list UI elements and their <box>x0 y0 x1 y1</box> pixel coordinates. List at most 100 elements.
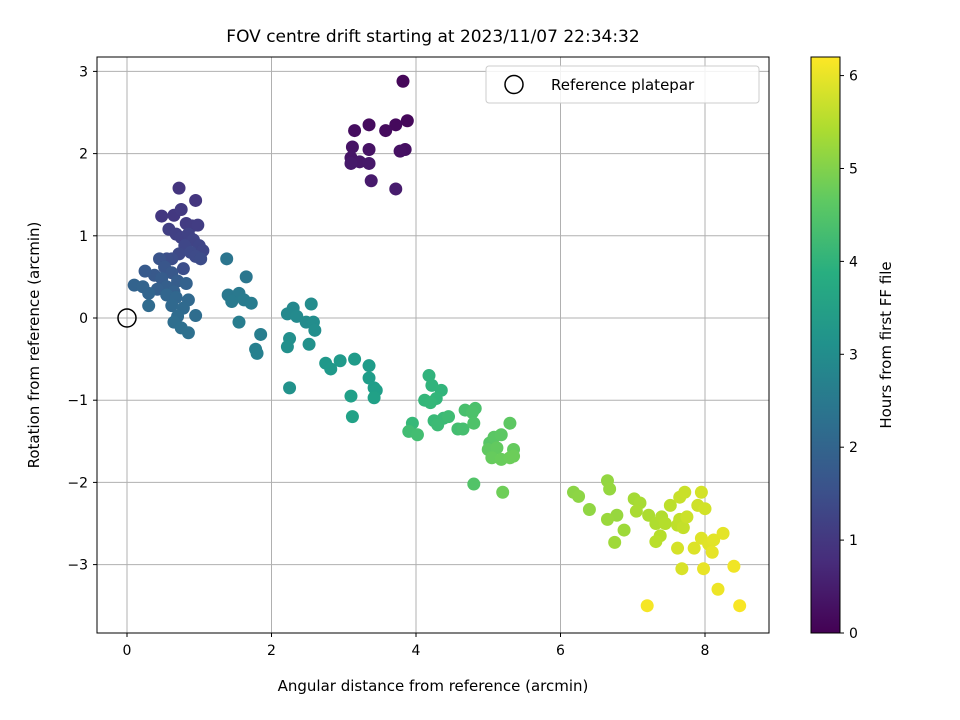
data-point <box>344 389 358 403</box>
data-point <box>364 174 378 188</box>
x-tick-label: 2 <box>267 643 276 659</box>
chart-title: FOV centre drift starting at 2023/11/07 … <box>226 27 639 47</box>
data-point <box>680 510 694 524</box>
data-point <box>494 428 508 442</box>
data-point <box>687 541 701 555</box>
data-point <box>716 526 730 540</box>
data-point <box>467 477 481 491</box>
data-point <box>465 406 479 420</box>
data-point <box>220 252 234 266</box>
data-point <box>308 323 322 337</box>
data-point <box>617 523 631 537</box>
y-tick-label: −1 <box>67 393 88 409</box>
data-point <box>225 295 239 309</box>
colorbar: 0 1 2 3 4 5 6 Hours from first FF file <box>810 56 895 642</box>
data-point <box>290 309 304 323</box>
data-point <box>174 202 188 216</box>
grid-lines <box>97 57 769 633</box>
data-point <box>423 396 437 410</box>
colorbar-tick-label: 5 <box>849 161 858 177</box>
data-point <box>155 209 169 223</box>
data-point <box>379 124 393 138</box>
data-point <box>165 299 179 313</box>
data-point <box>244 296 258 310</box>
data-point <box>362 118 376 132</box>
x-axis-ticks: 0 2 4 6 8 <box>123 633 709 659</box>
legend-box <box>485 65 760 104</box>
legend: Reference platepar <box>485 65 760 104</box>
data-point <box>302 337 316 351</box>
reference-platepar-marker <box>117 308 137 328</box>
data-point <box>496 485 510 499</box>
data-point <box>232 315 246 329</box>
data-point <box>697 562 711 576</box>
y-tick-label: 0 <box>79 311 88 327</box>
data-point <box>179 276 193 290</box>
data-point <box>629 504 643 518</box>
data-point <box>467 416 481 430</box>
y-tick-label: −2 <box>67 475 88 491</box>
data-point <box>507 449 521 463</box>
x-tick-label: 6 <box>556 643 565 659</box>
data-point <box>189 193 203 207</box>
data-point <box>431 418 445 432</box>
colorbar-tick-label: 1 <box>849 533 858 549</box>
data-points <box>127 74 747 613</box>
plot-frame <box>96 56 770 634</box>
y-tick-label: −3 <box>67 558 88 574</box>
y-axis-ticks: −3 −2 −1 0 1 2 3 <box>67 64 97 574</box>
data-point <box>582 503 596 517</box>
x-tick-label: 4 <box>412 643 421 659</box>
data-point <box>698 502 712 516</box>
data-point <box>705 545 719 559</box>
data-point <box>344 156 358 170</box>
colorbar-label: Hours from first FF file <box>877 261 895 428</box>
data-point <box>671 541 685 555</box>
colorbar-tick-label: 0 <box>849 626 858 642</box>
y-tick-label: 1 <box>79 229 88 245</box>
data-point <box>600 512 614 526</box>
colorbar-tick-label: 4 <box>849 254 858 270</box>
colorbar-bar <box>810 56 841 634</box>
data-point <box>191 218 205 232</box>
data-point <box>727 559 741 573</box>
data-point <box>362 142 376 156</box>
y-tick-label: 2 <box>79 147 88 163</box>
data-point <box>362 359 376 373</box>
data-point <box>189 309 203 323</box>
colorbar-ticks: 0 1 2 3 4 5 6 <box>840 69 858 642</box>
data-point <box>422 369 436 383</box>
data-point <box>675 562 689 576</box>
data-point <box>280 340 294 354</box>
data-point <box>172 181 186 195</box>
data-point <box>181 326 195 340</box>
data-point <box>138 264 152 278</box>
data-point <box>572 489 586 503</box>
data-point <box>304 297 318 311</box>
data-point <box>362 156 376 170</box>
data-point <box>250 346 264 360</box>
data-point <box>333 354 347 368</box>
data-point <box>345 410 359 424</box>
data-point <box>603 482 617 496</box>
data-point <box>194 252 208 266</box>
data-point <box>663 498 677 512</box>
data-point <box>649 535 663 549</box>
y-tick-label: 3 <box>79 64 88 80</box>
data-point <box>676 521 690 535</box>
data-point <box>658 517 672 530</box>
colorbar-tick-label: 6 <box>849 69 858 85</box>
data-point <box>707 533 721 547</box>
data-point <box>410 428 424 442</box>
data-point <box>396 74 410 88</box>
data-point <box>324 362 338 376</box>
legend-marker-icon <box>504 74 524 95</box>
legend-entry-reference-platepar: Reference platepar <box>551 76 695 94</box>
data-point <box>239 270 253 284</box>
data-point <box>345 140 359 154</box>
data-point <box>142 299 156 313</box>
data-point <box>733 599 747 613</box>
data-point <box>389 182 403 196</box>
data-point <box>490 441 504 455</box>
